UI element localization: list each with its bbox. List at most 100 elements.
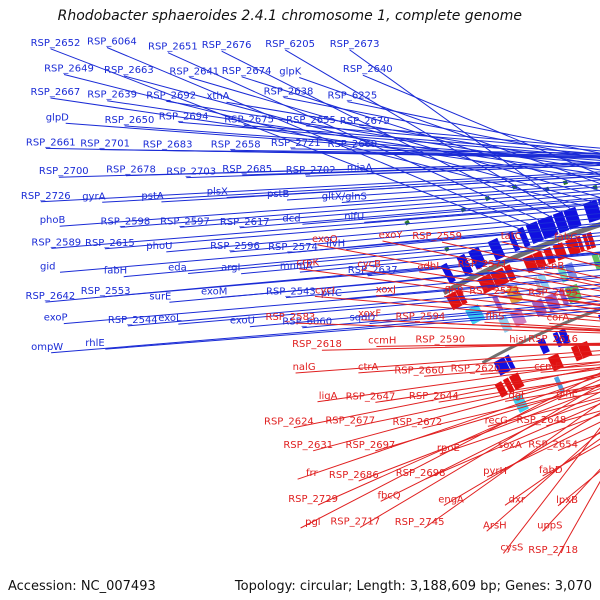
gene-label: RSP_2658 [211,139,261,150]
leader-line [443,412,600,506]
leader-line [295,322,600,334]
gene-label: RSP_2694 [159,111,209,122]
leader-line [300,372,600,529]
gene-label: gyrA [82,191,105,202]
leader-line [354,374,600,427]
gene-label: RSP_2745 [395,517,445,528]
leader-line [422,386,600,429]
gene-label: plsX [207,187,228,198]
gene-label: RSP_2638 [264,87,314,98]
leader-line [486,431,600,532]
leader-line [180,193,600,228]
gene-label: RSP_2692 [146,90,196,101]
leader-line [375,295,600,319]
gene-label: RSP_2669 [328,139,378,150]
gene-label: RSP_2674 [222,66,272,77]
gene-label: RSP_2553 [81,286,131,297]
leader-line [51,307,600,354]
leader-line [542,468,600,532]
gene-label: argI [221,263,240,274]
reverse-gene-arrow [576,235,586,253]
forward-gene-labels: RSP_2652 RSP_6064 RSP_2651 RSP_2676 RSP_6205… [21,37,600,354]
gene-label: RSP_2678 [106,165,156,176]
reverse-gene-arrow [477,273,497,294]
leader-line [382,240,600,287]
leader-line [341,183,600,203]
gene-label: RSP_2663 [104,65,154,76]
gene-label: RSP_2615 [85,238,135,249]
gene-label: RSP_2676 [202,40,252,51]
gene-label: ArsH [483,520,507,531]
leader-line [226,175,600,198]
gene-label: prfC [321,288,342,299]
leader-line [178,121,600,158]
gene-label: RSP_2652 [31,38,81,49]
gene-label: ompW [31,342,63,353]
gene-label: RSP_2679 [340,116,390,127]
forward-gene-arrow [507,231,521,252]
feature-block [558,289,570,306]
gene-label: glpD [46,112,69,123]
gene-label: RSP_2637 [348,265,398,276]
leader-line [424,402,600,529]
gene-label: nalG [293,362,316,373]
leader-line [249,295,600,328]
leader-line [166,100,600,171]
gene-label: RSP_2648 [517,415,567,426]
reverse-gene-arrow [543,247,556,265]
gene-label: RSP_2675 [224,114,274,125]
gene-label: nifU [344,211,364,222]
gene-label: RSP_2624 [264,417,314,428]
leader-line [284,49,560,213]
gene-label: pgl [305,517,320,528]
gene-label: flhR [445,285,465,296]
leader-line [375,383,600,452]
gene-label: ilvH [326,239,345,250]
gene-label: RSP_2717 [330,516,380,527]
leader-line [425,403,600,480]
leader-line [486,421,600,478]
gene-label: RSP_2697 [346,440,396,451]
leader-line [501,414,600,452]
leader-line [295,350,600,374]
gene-label: phoU [146,241,172,252]
gene-label: lpxB [556,495,578,506]
leader-line [314,295,600,322]
gene-label: fabD [539,465,563,476]
leader-line [106,47,529,225]
gene-label: RSP_2641 [169,66,219,77]
leader-line [349,49,571,209]
forward-gene-arrow [487,237,506,261]
leader-line [59,225,600,273]
leader-line [59,186,600,227]
gene-label: asnB [540,261,565,272]
gene-label: RSP_2616 [528,334,578,345]
gene-label: ligA [319,391,338,402]
gene-label: frr [306,468,318,479]
reverse-gene-arrow [532,250,547,269]
leader-line [557,470,600,507]
gene-label: RSP_2660 [394,365,444,376]
feature-block [509,307,527,328]
gene-label: RSP_2726 [21,191,71,202]
gene-label: pstB [267,189,289,200]
leader-line [100,253,600,298]
leader-line [288,222,600,254]
leader-line [317,244,600,299]
gene-label: RSP_2700 [39,166,89,177]
leader-line [102,173,600,203]
gene-label: exoP [44,313,68,324]
gene-label: dxr [509,494,526,505]
feature-block [491,294,504,312]
gene-label: dcd [282,213,300,224]
leader-line [220,263,600,298]
leader-line [441,241,600,279]
gene-label: RSP_2647 [346,391,396,402]
leader-line [438,376,600,403]
gene-label: RSP_6205 [265,39,315,50]
gene-label: mnmA [280,261,313,272]
gene-label: engA [438,494,464,505]
gene-label: RSP_2718 [528,545,578,556]
gene-label: RSP_2729 [288,494,338,505]
